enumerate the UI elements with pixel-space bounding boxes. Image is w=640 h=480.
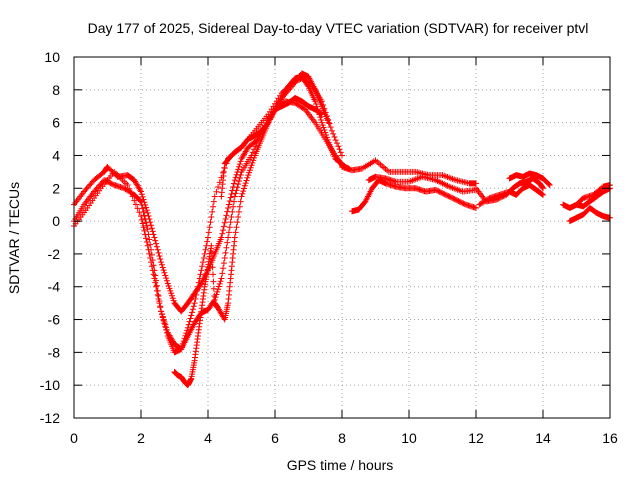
series-track-13 <box>566 204 613 225</box>
series-track-11 <box>506 170 553 188</box>
series-track-5 <box>218 70 332 200</box>
series-track-6 <box>339 157 479 187</box>
grid <box>74 57 610 418</box>
series-track-10 <box>476 181 546 208</box>
y-tick-label: -6 <box>48 312 61 328</box>
x-tick-label: 6 <box>271 430 279 446</box>
y-tick-label: 8 <box>52 82 60 98</box>
marker-track <box>566 204 613 225</box>
marker-track <box>506 170 553 188</box>
marker-track <box>339 157 479 187</box>
marker-track <box>365 173 479 195</box>
x-tick-label: 14 <box>535 430 551 446</box>
series-track-7 <box>349 177 479 215</box>
marker-track <box>560 185 613 211</box>
y-tick-label: 2 <box>52 180 60 196</box>
x-tick-label: 10 <box>401 430 417 446</box>
y-tick-label: -12 <box>40 410 60 426</box>
series-track-2 <box>71 98 352 353</box>
y-tick-label: -10 <box>40 377 60 393</box>
chart-title: Day 177 of 2025, Sidereal Day-to-day VTE… <box>88 20 589 36</box>
y-tick-label: 10 <box>44 49 60 65</box>
marker-track <box>218 70 332 200</box>
marker-track <box>71 98 352 353</box>
x-tick-label: 12 <box>468 430 484 446</box>
x-tick-label: 2 <box>137 430 145 446</box>
y-axis-title: SDTVAR / TECUs <box>6 182 22 294</box>
marker-track <box>349 177 479 215</box>
y-tick-label: -2 <box>48 246 61 262</box>
x-tick-label: 16 <box>602 430 618 446</box>
x-tick-label: 4 <box>204 430 212 446</box>
y-tick-label: -4 <box>48 279 61 295</box>
x-tick-label: 0 <box>70 430 78 446</box>
marker-track <box>573 181 613 208</box>
marker-track <box>476 181 546 208</box>
x-tick-label: 8 <box>338 430 346 446</box>
axes: 0 2 4 6 8 10 12 14 16 -12 -10 -8 -6 -4 -2 0 2 4 6 8 10 <box>40 49 618 446</box>
y-tick-label: 6 <box>52 115 60 131</box>
series-track-12 <box>560 185 613 211</box>
y-tick-label: -8 <box>48 344 61 360</box>
series-track-8 <box>365 173 479 195</box>
y-tick-label: 4 <box>52 147 60 163</box>
x-axis-title: GPS time / hours <box>287 457 394 473</box>
y-tick-label: 0 <box>52 213 60 229</box>
series-track-14 <box>573 181 613 208</box>
